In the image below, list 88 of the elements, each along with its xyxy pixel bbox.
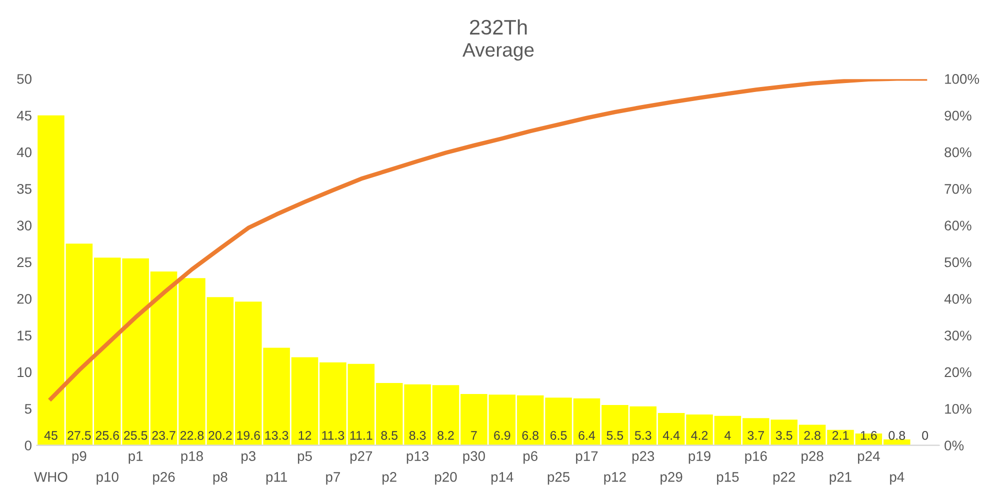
data-label: 11.1 [350,431,372,440]
data-label: 7 [471,431,477,440]
data-label: 2.1 [832,431,849,440]
x-tick-label: p21 [830,472,852,485]
data-label: 45 [44,431,58,440]
data-label: 19.6 [237,431,260,440]
x-tick-label: p28 [802,451,824,464]
x-tick-label: p20 [435,472,457,485]
y2-tick-label: 90% [944,110,972,121]
y2-tick-label: 80% [944,147,972,158]
data-label: 0.8 [888,431,906,440]
x-tick-label: p4 [890,472,904,485]
data-label: 6.9 [494,431,510,440]
x-tick-label: p9 [72,451,86,464]
x-tick-label: p18 [181,451,203,464]
x-tick-label: p23 [632,451,654,464]
y-tick-label: 25 [17,257,32,268]
y-tick-label: 50 [17,74,32,84]
y-tick-label: 0 [24,440,32,450]
data-label: 4.4 [662,431,680,440]
data-label: 8.2 [438,431,454,440]
data-label: 6.8 [522,431,538,440]
y2-tick-label: 60% [944,220,972,231]
x-tick-label: p11 [266,472,287,485]
y-tick-label: 40 [16,147,32,158]
x-tick-label: p26 [153,472,175,485]
chart-title: 232Th [470,19,527,35]
data-label: 2.8 [804,431,820,440]
y-tick-label: 20 [17,294,32,304]
x-tick-label: p15 [717,472,739,485]
data-label: 22.8 [180,431,204,440]
data-label: 3.7 [748,431,764,440]
x-tick-label: p12 [604,472,626,485]
x-tick-label: p25 [548,472,570,485]
y-tick-label: 30 [17,220,32,231]
x-tick-label: p10 [96,472,118,485]
x-tick-label: p17 [576,451,598,464]
y2-tick-label: 100% [945,74,980,84]
y2-tick-label: 50% [944,257,972,268]
y2-tick-label: 0% [944,440,964,450]
x-tick-label: p2 [382,472,396,485]
data-label: 5.5 [606,431,624,440]
y2-tick-label: 70% [944,184,972,194]
chart-subtitle: Average [462,43,534,61]
y-tick-label: 10 [18,367,32,378]
data-label: 27.5 [68,431,91,440]
data-label: 4.2 [691,431,708,440]
data-label: 12 [298,431,312,440]
x-tick-label: p1 [128,451,143,464]
data-label: 4 [724,431,731,440]
data-label: 8.3 [409,431,426,440]
x-tick-label: p8 [213,472,228,485]
y-tick-label: 15 [18,330,32,340]
x-tick-label: p13 [406,451,429,464]
y-tick-label: 35 [17,184,32,194]
data-label: 20.2 [208,431,232,440]
data-label: 13.3 [265,431,288,440]
x-tick-label: p24 [858,451,880,464]
line-series [48,78,928,401]
x-tick-label: p22 [773,472,795,485]
y2-tick-label: 40% [944,294,972,304]
y2-tick-label: 20% [944,367,972,378]
x-tick-label: p29 [660,472,682,485]
x-tick-label: WHO [34,472,68,482]
data-label: 0 [922,431,928,440]
x-tick-label: p16 [745,451,767,464]
x-tick-label: p3 [242,451,256,464]
data-label: 3.5 [776,431,792,440]
x-tick-label: p6 [524,451,538,464]
data-label: 8.5 [381,431,398,440]
data-label: 25.5 [124,431,148,440]
x-tick-label: p14 [491,472,514,485]
x-tick-label: p27 [350,451,372,464]
y-tick-label: 45 [16,110,32,121]
y2-tick-label: 10% [945,404,972,414]
y-tick-label: 5 [24,404,32,414]
data-label: 1.6 [860,431,877,440]
data-label: 6.5 [550,431,567,440]
x-tick-label: p7 [326,472,340,485]
data-label: 6.4 [578,431,596,440]
data-label: 5.3 [634,431,652,440]
y2-tick-label: 30% [944,330,972,340]
x-tick-label: p5 [298,451,312,464]
data-label: 25.6 [96,431,119,440]
x-tick-label: p19 [688,451,710,464]
data-label: 11.3 [322,431,344,440]
x-tick-label: p30 [463,451,485,464]
data-label: 23.7 [152,431,176,440]
